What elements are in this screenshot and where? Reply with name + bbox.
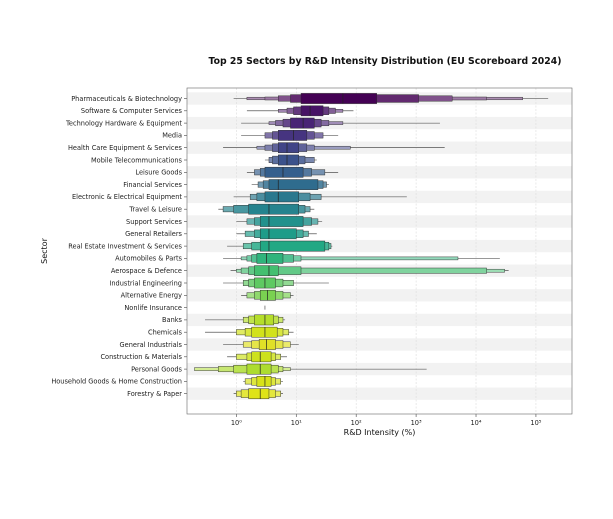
y-tick-label: Forestry & Paper	[127, 390, 182, 398]
y-tick-label: Alternative Energy	[121, 292, 182, 300]
chart-title: Top 25 Sectors by R&D Intensity Distribu…	[208, 56, 562, 67]
boxen-level	[259, 216, 304, 227]
boxen-level	[254, 314, 274, 326]
boxen-group	[251, 179, 329, 190]
boxen-level	[246, 363, 272, 375]
boxen-level	[259, 289, 276, 301]
y-tick-label: Travel & Leisure	[128, 206, 182, 214]
boxen-level	[290, 117, 315, 129]
x-tick-label: 10⁵	[530, 419, 541, 427]
boxen-level	[278, 154, 299, 166]
y-tick-label: Aerospace & Defence	[111, 267, 182, 275]
boxen-group	[264, 154, 317, 166]
boxen-level	[240, 256, 459, 261]
x-axis-label: R&D Intensity (%)	[344, 428, 416, 437]
y-tick-label: General Retailers	[125, 230, 182, 238]
x-tick-label: 10⁰	[231, 419, 242, 427]
boxen-level	[256, 376, 272, 387]
y-tick-label: Electronic & Electrical Equipment	[72, 193, 182, 201]
plot-frame	[186, 87, 573, 415]
boxen-group	[223, 339, 299, 350]
boxen-level	[264, 166, 304, 178]
boxen-level	[264, 191, 299, 203]
boxen-level	[268, 179, 319, 190]
y-tick-label: General Industrials	[120, 341, 183, 349]
x-tick-label: 10⁴	[470, 419, 481, 427]
y-tick-label: Real Estate Investment & Services	[68, 242, 182, 250]
boxen-group	[233, 93, 549, 104]
y-tick-label: Mobile Telecommunications	[91, 156, 183, 164]
boxen-level	[300, 105, 324, 117]
x-tick-label: 10²	[351, 419, 362, 427]
boxen-group	[223, 142, 445, 154]
y-tick-label: Health Care Equipment & Services	[68, 144, 183, 152]
boxen-group	[233, 388, 283, 400]
boxen-group	[223, 277, 329, 289]
boxen-group	[243, 376, 283, 387]
boxen-group	[205, 314, 286, 326]
y-tick-label: Financial Services	[123, 181, 182, 189]
y-tick-label: Nonlife Insurance	[124, 304, 182, 312]
y-tick-label: Chemicals	[148, 329, 183, 337]
boxen-group	[233, 191, 407, 203]
y-tick-label: Personal Goods	[131, 365, 182, 373]
y-tick-label: Automobiles & Parts	[115, 255, 182, 263]
boxen-level	[259, 228, 297, 240]
y-tick-label: Technology Hardware & Equipment	[65, 119, 182, 127]
boxen-group	[218, 203, 315, 215]
boxen-group	[246, 166, 339, 178]
y-tick-labels: Pharmaceuticals & Biotechnology Software …	[51, 95, 187, 398]
x-tick-label: 10¹	[291, 419, 302, 427]
boxen-level	[251, 326, 278, 338]
boxen-group	[194, 363, 427, 375]
boxen-level	[258, 339, 276, 350]
y-tick-label: Banks	[162, 316, 183, 324]
boxen-level	[256, 253, 284, 264]
y-tick-label: Media	[162, 132, 182, 140]
boxen-level	[278, 142, 299, 154]
boxen-level	[300, 93, 377, 104]
boxen-level	[240, 267, 487, 274]
boxen-group	[241, 130, 339, 141]
boxen-level	[248, 388, 270, 400]
x-tick-labels: 10⁰ 10¹ 10² 10³ 10⁴ 10⁵	[231, 414, 542, 427]
boxen-level	[259, 240, 326, 252]
boxen-group	[227, 351, 287, 363]
boxen-group	[241, 117, 440, 129]
y-tick-label: Support Services	[126, 218, 183, 226]
y-tick-label: Construction & Materials	[100, 353, 182, 361]
boxen-level	[248, 203, 299, 215]
boxen-group	[223, 253, 500, 264]
boxen-marks	[194, 93, 549, 400]
boxen-group	[230, 265, 509, 277]
boxen-group	[236, 228, 317, 240]
boxen-group	[241, 289, 294, 301]
boxen-level	[251, 351, 272, 363]
row-band	[187, 166, 572, 179]
y-tick-label: Software & Computer Services	[81, 107, 183, 115]
y-tick-label: Household Goods & Home Construction	[51, 378, 182, 386]
boxen-group	[246, 105, 354, 117]
boxen-group	[227, 240, 333, 252]
boxen-group	[236, 216, 323, 227]
y-tick-label: Pharmaceuticals & Biotechnology	[71, 95, 182, 103]
y-tick-label: Industrial Engineering	[109, 279, 182, 287]
boxen-group	[205, 326, 294, 338]
boxen-level	[254, 265, 279, 277]
x-tick-label: 10³	[411, 419, 422, 427]
y-axis-label: Sector	[40, 237, 49, 263]
y-tick-label: Leisure Goods	[135, 169, 182, 177]
boxen-level	[278, 130, 308, 141]
